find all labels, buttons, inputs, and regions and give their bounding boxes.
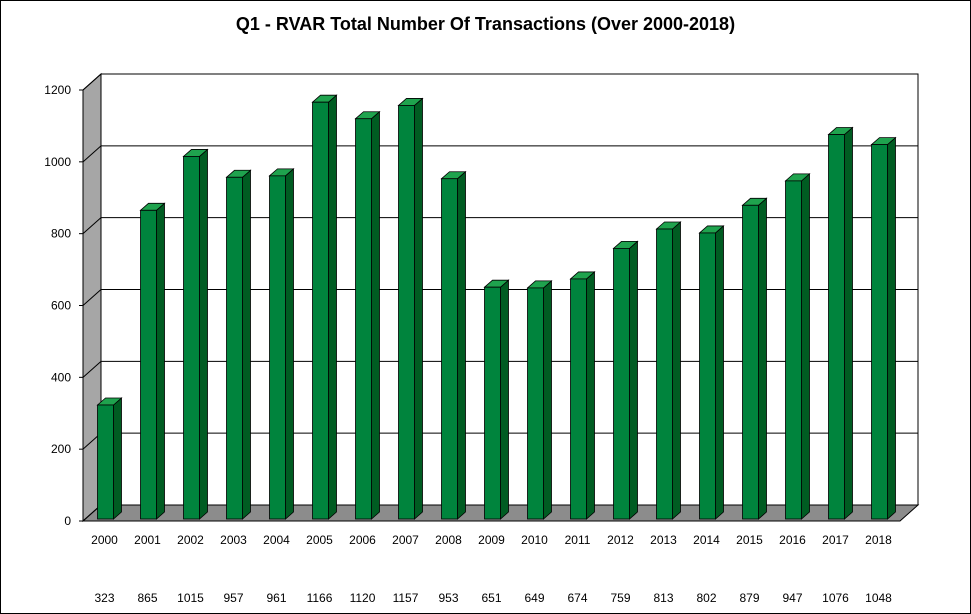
data-label: 1157: [393, 591, 419, 605]
bar: [527, 287, 544, 520]
gridline: [82, 73, 918, 91]
x-tick-label: 2004: [263, 533, 290, 547]
data-label: 879: [739, 591, 759, 605]
data-label: 953: [438, 591, 458, 605]
bar: [828, 134, 845, 520]
bar: [656, 228, 673, 520]
bar-side: [414, 97, 423, 520]
bar-side: [801, 172, 810, 520]
bar: [312, 101, 329, 520]
x-tick-label: 2012: [607, 533, 634, 547]
x-tick-label: 2007: [392, 533, 419, 547]
data-label: 1015: [177, 591, 204, 605]
y-tick-label: 800: [51, 227, 71, 241]
bar: [183, 156, 200, 520]
x-tick-label: 2014: [693, 533, 720, 547]
bar-side: [715, 225, 724, 520]
bar: [742, 204, 759, 520]
bar-side: [285, 167, 294, 520]
bar-side: [328, 94, 337, 520]
bar-side: [113, 397, 122, 520]
data-label: 649: [524, 591, 544, 605]
y-tick-label: 1200: [44, 83, 71, 97]
x-tick-label: 2008: [435, 533, 462, 547]
bar-side: [457, 170, 466, 520]
y-tick-label: 600: [51, 299, 71, 313]
bar-side: [629, 240, 638, 520]
y-tick-label: 400: [51, 370, 71, 384]
x-tick-label: 2013: [650, 533, 677, 547]
bar: [226, 176, 243, 520]
x-tick-label: 2006: [349, 533, 376, 547]
bar-side: [500, 279, 509, 520]
x-tick-label: 2010: [521, 533, 548, 547]
bar-side: [887, 136, 896, 520]
data-label: 961: [266, 591, 286, 605]
gridline: [82, 360, 918, 378]
bar: [613, 247, 630, 520]
x-tick-label: 2016: [779, 533, 806, 547]
bar: [97, 404, 114, 520]
bar: [355, 118, 372, 520]
bar-side: [672, 221, 681, 520]
bar: [398, 105, 415, 520]
bar: [441, 178, 458, 520]
x-tick-label: 2015: [736, 533, 763, 547]
x-tick-label: 2017: [822, 533, 849, 547]
bar: [871, 144, 888, 520]
data-label: 1166: [307, 591, 333, 605]
bar: [269, 175, 286, 520]
data-label: 865: [137, 591, 157, 605]
bar-side: [242, 169, 251, 520]
x-tick-label: 2000: [91, 533, 118, 547]
bar-side: [156, 202, 165, 520]
data-label: 674: [567, 591, 587, 605]
bar: [570, 278, 587, 520]
x-tick-label: 2003: [220, 533, 247, 547]
x-tick-label: 2011: [565, 533, 591, 547]
data-label: 957: [223, 591, 243, 605]
bar-side: [543, 280, 552, 520]
bar-side: [586, 271, 595, 520]
data-label: 947: [782, 591, 802, 605]
data-label: 323: [94, 591, 114, 605]
bar: [140, 209, 157, 520]
data-label: 802: [696, 591, 716, 605]
bar-side: [844, 126, 853, 520]
data-label: 813: [653, 591, 673, 605]
data-label: 759: [610, 591, 630, 605]
bar: [699, 232, 716, 520]
bar-side: [758, 197, 767, 520]
x-tick-label: 2018: [865, 533, 892, 547]
bar-side: [371, 110, 380, 520]
data-label: 651: [481, 591, 501, 605]
x-tick-label: 2001: [134, 533, 161, 547]
bar: [484, 286, 501, 520]
bar-side: [199, 148, 208, 520]
x-tick-label: 2002: [177, 533, 204, 547]
gridline: [82, 289, 918, 306]
y-tick-label: 0: [64, 514, 71, 528]
gridline: [82, 145, 918, 163]
y-tick-label: 200: [51, 442, 71, 456]
data-label: 1076: [822, 591, 849, 605]
x-tick-label: 2009: [478, 533, 505, 547]
data-label: 1120: [350, 591, 376, 605]
y-tick-label: 1000: [44, 155, 71, 169]
data-label: 1048: [865, 591, 892, 605]
bar: [785, 180, 802, 520]
chart-title: Q1 - RVAR Total Number Of Transactions (…: [235, 14, 736, 34]
gridline: [82, 217, 918, 235]
x-tick-label: 2005: [306, 533, 333, 547]
